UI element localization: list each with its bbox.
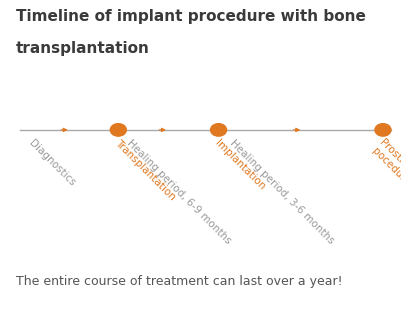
Text: Diagnostics: Diagnostics: [27, 138, 77, 188]
Text: Timeline of implant procedure with bone: Timeline of implant procedure with bone: [16, 9, 366, 24]
Text: Healing period, 6-9 months: Healing period, 6-9 months: [125, 138, 233, 246]
Circle shape: [375, 124, 391, 136]
Text: Implantation: Implantation: [213, 138, 267, 192]
Text: Prosthodontic
pocedures: Prosthodontic pocedures: [370, 138, 401, 204]
Text: transplantation: transplantation: [16, 41, 150, 56]
Text: Transplantation: Transplantation: [113, 138, 178, 202]
Circle shape: [110, 124, 126, 136]
Text: Healing period, 3-6 months: Healing period, 3-6 months: [227, 138, 335, 246]
Circle shape: [211, 124, 227, 136]
Text: The entire course of treatment can last over a year!: The entire course of treatment can last …: [16, 275, 343, 288]
